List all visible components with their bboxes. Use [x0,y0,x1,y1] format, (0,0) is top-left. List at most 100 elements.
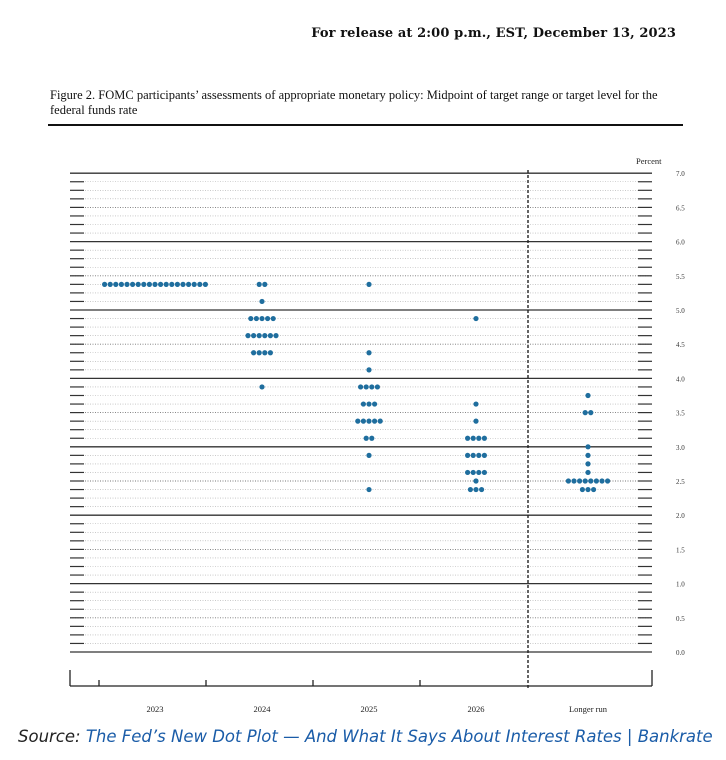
participant-dot [585,486,591,493]
participant-dot [141,281,147,287]
participant-dot [470,469,476,476]
participant-dot [476,469,482,476]
participant-dot [605,478,611,484]
source-prefix: Source: [18,727,86,746]
participant-dot [377,418,383,424]
participant-dot [360,401,366,407]
participant-dot [366,452,372,458]
participant-dot [565,478,572,484]
participant-dot [158,281,164,287]
participant-dot [169,281,175,287]
y-tick-label: 6.0 [676,239,685,247]
participant-dot [256,281,262,287]
participant-dot [585,461,591,467]
participant-dot [251,333,257,339]
participant-dot [245,333,251,339]
participant-dot [135,281,141,287]
x-tick-label: Longer run [569,704,608,714]
y-tick-label: 1.5 [676,546,685,554]
participant-dot [107,281,113,287]
participant-dot [146,281,152,287]
participant-dot [467,486,473,493]
dot-plot-chart: 0.0 0.5 1.0 1.5 2.0 2.5 3.0 3.5 4.0 4.5 5.0 5.5 6.0 6… [69,156,685,714]
participant-dot [102,281,108,287]
participant-dot [470,452,476,458]
participant-dot [191,281,197,287]
participant-dot [186,281,192,287]
participant-dot [585,392,591,399]
participant-dot [174,281,180,287]
participant-dot [585,444,591,450]
participant-dot [588,478,594,484]
participant-dot [476,452,482,458]
participant-dot [585,452,591,458]
title-rule [48,124,683,126]
participant-dot [355,418,361,424]
participant-dot [259,315,265,322]
participant-dot [366,401,372,407]
participant-dot [588,410,594,416]
participant-dot [481,469,487,476]
participant-dot [372,401,378,407]
participant-dot [465,435,471,441]
participant-dot [582,410,588,416]
y-tick-label: 1.0 [676,581,685,589]
y-tick-label: 2.5 [676,478,685,486]
participant-dot [372,418,378,424]
y-tick-label: 0.5 [676,615,685,623]
participant-dot [473,486,479,493]
participant-dot [163,281,169,287]
y-tick-label: 4.0 [676,375,685,383]
participant-dot [363,384,369,390]
participant-dot [118,281,124,287]
participant-dot [262,333,268,339]
participant-dot [599,478,605,484]
participant-dot [273,333,279,339]
participant-dot [248,315,254,322]
y-tick-label: 7.0 [676,170,685,178]
participant-dot [363,435,369,441]
participant-dot [465,469,471,476]
participant-dot [465,452,471,458]
participant-dot [481,452,487,458]
x-tick-label: 2023 [147,704,164,714]
y-tick-label: 5.0 [676,307,685,315]
participant-dot [180,281,186,287]
participant-dot [473,418,479,424]
participant-dot [470,435,476,441]
y-tick-label: 5.5 [676,273,685,281]
participant-dot [473,315,479,322]
participant-dot [262,281,268,287]
participant-dot [571,478,577,484]
participant-dot [366,281,372,287]
participant-dot [585,469,591,476]
participant-dot [476,435,482,441]
y-tick-label: 6.5 [676,204,685,212]
participant-dot [152,281,158,287]
participant-dot [360,418,366,424]
participant-dot [256,350,262,356]
participant-dot [259,298,265,305]
participant-dot [366,418,372,424]
x-tick-label: 2024 [254,704,272,714]
participant-dot [366,367,372,373]
participant-dot [270,315,276,322]
y-tick-label: 0.0 [676,649,685,657]
participant-dot [267,350,273,356]
participant-dot [259,384,265,390]
participant-dot [591,486,597,493]
source-link[interactable]: The Fed’s New Dot Plot — And What It Say… [85,727,713,746]
participant-dot [582,478,588,484]
participant-dot [124,281,130,287]
y-tick-label: 4.5 [676,341,685,349]
participant-dot [479,486,485,493]
participant-dot [358,384,364,390]
participant-dot [267,333,273,339]
participant-dot [265,315,271,322]
participant-dot [473,401,479,407]
participant-dot [262,350,268,356]
participant-dot [481,435,487,441]
participant-dot [593,478,600,484]
participant-dot [130,281,136,287]
